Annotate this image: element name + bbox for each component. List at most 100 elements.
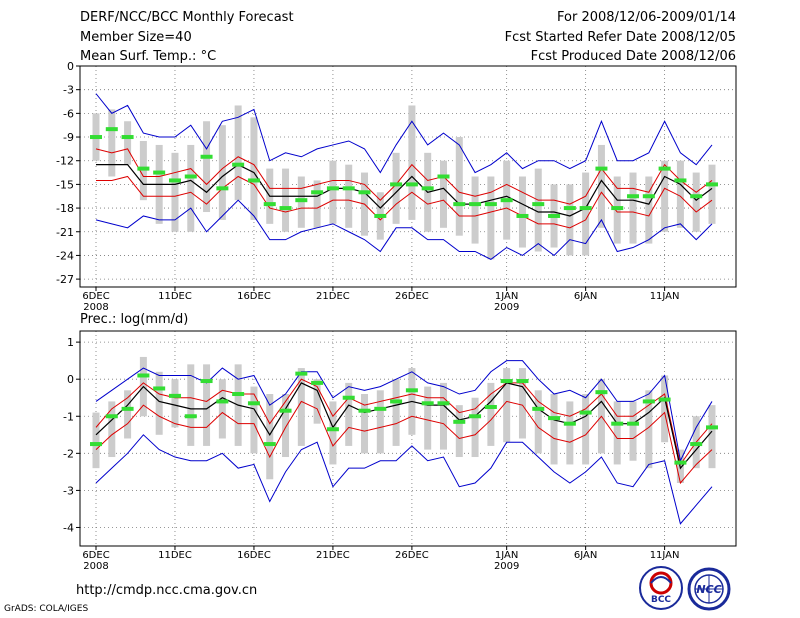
series-line-upper	[95, 148, 713, 205]
observed-marker	[374, 406, 387, 411]
range-box	[392, 152, 400, 224]
x-tick-label: 26DEC	[395, 550, 429, 561]
y-tick-label: -15	[56, 178, 74, 191]
observed-marker	[548, 213, 561, 218]
range-box	[439, 382, 447, 450]
range-box	[676, 160, 684, 228]
observed-marker	[642, 399, 655, 404]
observed-marker	[611, 206, 624, 211]
ncc-logo-text: NCC	[696, 583, 721, 596]
range-box	[171, 152, 179, 232]
observed-marker	[311, 380, 324, 385]
range-box	[518, 368, 526, 439]
member-size-label: Member Size=40	[80, 30, 192, 45]
x-tick-label: 6DEC	[82, 550, 109, 561]
y-tick-label: -4	[63, 521, 74, 534]
y-tick-label: -3	[63, 484, 74, 497]
range-box	[187, 144, 195, 232]
observed-marker	[90, 135, 102, 140]
range-box	[108, 109, 116, 177]
y-tick-label: -27	[56, 273, 74, 286]
series-line-upper	[95, 378, 713, 466]
ncc-logo-icon: NCC	[687, 567, 731, 611]
range-box	[487, 382, 495, 446]
precip-panel-title: Prec.: log(mm/d)	[80, 312, 188, 327]
observed-marker	[469, 202, 482, 207]
x-tick-label: 1JAN	[495, 291, 518, 302]
footer-url[interactable]: http://cmdp.ncc.cma.gov.cn	[76, 583, 258, 598]
chart-title: DERF/NCC/BCC Monthly Forecast	[80, 10, 294, 25]
range-box	[534, 390, 542, 454]
observed-marker	[611, 421, 624, 426]
forecast-period-label: For 2008/12/06-2009/01/14	[557, 10, 736, 25]
observed-marker	[137, 373, 150, 378]
range-box	[282, 168, 290, 232]
range-box	[597, 144, 605, 228]
observed-marker	[674, 460, 687, 465]
observed-marker	[390, 399, 403, 404]
x-tick-label: 6JAN	[574, 550, 597, 561]
range-box	[708, 164, 716, 224]
observed-marker	[121, 406, 134, 411]
series-line-max	[95, 360, 713, 463]
series-line-mean	[96, 163, 713, 217]
series-line-max	[95, 93, 713, 174]
x-tick-label: 11JAN	[650, 291, 680, 302]
observed-marker	[247, 401, 260, 406]
observed-marker	[658, 166, 671, 171]
observed-marker	[421, 186, 434, 191]
observed-marker	[295, 198, 308, 203]
observed-marker	[153, 386, 166, 391]
range-box	[329, 160, 337, 224]
observed-marker	[563, 421, 576, 426]
range-box	[550, 394, 558, 465]
y-tick-label: -1	[63, 410, 74, 423]
y-tick-label: 1	[67, 336, 74, 349]
x-tick-label: 16DEC	[237, 291, 271, 302]
range-box	[566, 401, 574, 465]
observed-marker	[295, 371, 308, 376]
range-box	[534, 168, 542, 252]
observed-marker	[437, 174, 450, 179]
y-tick-label: -12	[56, 155, 74, 168]
range-box	[518, 176, 526, 248]
range-box	[92, 412, 100, 469]
observed-marker	[532, 406, 545, 411]
observed-marker	[232, 162, 245, 167]
observed-marker	[105, 414, 118, 419]
series-line-min	[95, 199, 713, 260]
range-box	[282, 394, 290, 458]
observed-marker	[263, 442, 276, 447]
observed-marker	[137, 166, 150, 171]
range-box	[503, 368, 511, 443]
observed-marker	[579, 410, 592, 415]
observed-marker	[311, 190, 324, 195]
range-box	[297, 368, 305, 446]
observed-marker	[595, 390, 608, 395]
observed-marker	[469, 414, 482, 419]
observed-marker	[453, 419, 466, 424]
observed-marker	[484, 202, 497, 207]
observed-marker	[216, 186, 229, 191]
observed-marker	[706, 182, 718, 187]
x-tick-label: 6DEC	[82, 291, 109, 302]
observed-marker	[279, 206, 292, 211]
observed-marker	[153, 170, 166, 175]
range-box	[455, 137, 463, 236]
observed-marker	[548, 416, 561, 421]
observed-marker	[326, 186, 339, 191]
observed-marker	[279, 408, 292, 413]
range-box	[108, 401, 116, 458]
observed-marker	[374, 213, 387, 218]
series-line-min	[95, 434, 713, 525]
y-tick-label: -2	[63, 447, 74, 460]
observed-marker	[342, 186, 355, 191]
observed-marker	[184, 414, 197, 419]
observed-marker	[658, 397, 671, 402]
range-box	[661, 160, 669, 232]
range-box	[124, 121, 132, 165]
range-box	[250, 117, 258, 220]
range-box	[218, 379, 226, 439]
y-tick-label: -18	[56, 202, 74, 215]
